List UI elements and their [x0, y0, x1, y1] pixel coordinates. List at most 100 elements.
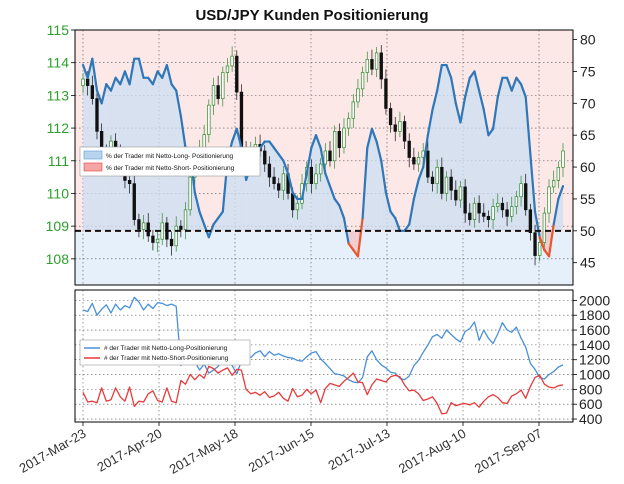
long-pct-segment — [282, 159, 290, 175]
candle-body — [412, 157, 416, 165]
pct-fill-segment — [367, 128, 372, 231]
candle-body — [524, 183, 528, 211]
pct-fill-segment — [413, 179, 419, 231]
candle-body — [556, 166, 561, 181]
pct-fill-segment — [479, 90, 484, 231]
candle-body — [351, 101, 355, 119]
bottom-right-tick-label: 1800 — [579, 307, 610, 323]
candle-body — [458, 186, 463, 201]
right-tick-label: 55 — [580, 191, 596, 207]
candle-body — [533, 232, 537, 256]
long-pct-segment — [464, 76, 471, 99]
candle-body — [160, 222, 164, 240]
long-pct-segment — [403, 223, 411, 232]
long-pct-segment — [137, 57, 145, 79]
pct-fill-segment — [469, 71, 475, 231]
pct-fill-segment — [311, 135, 317, 231]
long-pct-segment — [547, 223, 555, 258]
right-tick-label: 65 — [580, 127, 596, 143]
pct-fill-segment — [194, 192, 200, 231]
right-tick-label: 70 — [580, 95, 596, 111]
long-pct-segment — [473, 70, 481, 92]
long-pct-segment — [557, 185, 565, 201]
candle-body — [169, 238, 174, 247]
candle-body — [174, 225, 178, 247]
pct-fill-segment — [390, 211, 396, 231]
long-pct-segment — [538, 236, 546, 252]
candle-body — [328, 150, 332, 162]
long-pct-segment — [347, 242, 355, 252]
pct-fill-segment — [493, 96, 498, 231]
long-pct-segment — [394, 216, 401, 232]
candle-body — [435, 166, 439, 185]
candle-body — [426, 150, 430, 178]
candle-body — [416, 157, 421, 165]
bottom-right-tick-label: 800 — [579, 381, 603, 397]
bottom-right-tick-label: 1200 — [579, 352, 610, 368]
pct-fill-segment — [334, 198, 340, 231]
pct-fill-segment — [302, 173, 307, 231]
pct-fill-segment — [441, 65, 447, 231]
candle-body — [342, 127, 346, 149]
left-tick-label: 110 — [47, 185, 70, 201]
long-pct-segment — [370, 127, 378, 143]
long-pct-segment — [175, 89, 182, 118]
bottom-series-lines — [82, 296, 564, 415]
top-panel-frame — [74, 29, 574, 286]
candle-body — [468, 212, 472, 220]
long-pct-segment — [333, 197, 341, 207]
top-legend: % der Trader mit Netto-Long- Positionier… — [79, 146, 261, 177]
candle-body — [486, 215, 491, 220]
candle-body — [277, 183, 281, 191]
candle-body — [491, 206, 495, 220]
long-pct-segment — [231, 127, 238, 143]
long-pct-segment — [422, 134, 429, 169]
price-candles — [81, 45, 565, 266]
long-pct-segment — [207, 223, 215, 239]
long-pct-segment — [277, 153, 285, 162]
candle-body — [472, 202, 477, 220]
long-pct-segment — [417, 165, 425, 181]
candle-body — [183, 209, 188, 230]
long-pct-segment — [412, 178, 420, 201]
count-series-line — [82, 365, 564, 415]
long-pct-segment — [310, 134, 318, 150]
pct-fill-segment — [278, 154, 284, 231]
bottom-panel-frame — [74, 289, 574, 423]
left-tick-label: 112 — [47, 120, 70, 136]
bottom-right-tick-label: 1600 — [579, 322, 610, 338]
long-pct-segment — [445, 63, 453, 79]
candle-body — [323, 150, 327, 165]
x-tick-label: 2017-Aug-10 — [396, 426, 469, 477]
bottom-right-tick-label: 1000 — [579, 367, 610, 383]
pct-fill-segment — [488, 128, 494, 231]
pct-fill-segment — [502, 77, 508, 231]
long-pct-segment — [338, 204, 346, 220]
net-long-zone — [75, 232, 573, 285]
long-pct-segment — [482, 108, 490, 137]
x-axis-ticks: 2017-Mar-23 2017-Apr-20 2017-May-18 2017-Ju… — [17, 422, 545, 477]
pct-fill-segment — [418, 167, 424, 231]
long-pct-segment — [291, 191, 299, 201]
count-series-line — [82, 296, 564, 384]
candle-body — [179, 225, 183, 230]
candle-body — [211, 85, 216, 106]
candle-body — [356, 88, 360, 103]
long-pct-segment — [478, 89, 485, 111]
pct-fill-segment — [507, 77, 512, 231]
candle-body — [360, 72, 365, 90]
long-pct-segment — [128, 57, 136, 86]
long-pct-segment — [300, 172, 308, 201]
long-pct-segment — [533, 210, 541, 239]
candle-body — [547, 186, 551, 214]
pct-fill-segment — [138, 58, 144, 231]
long-pct-segment — [109, 76, 117, 92]
candle-body — [216, 85, 220, 100]
long-pct-segment — [151, 70, 159, 86]
long-pct-segment — [408, 197, 415, 226]
pct-fill-segment — [246, 167, 251, 231]
long-pct-segment — [258, 140, 266, 150]
candle-body — [95, 98, 99, 132]
